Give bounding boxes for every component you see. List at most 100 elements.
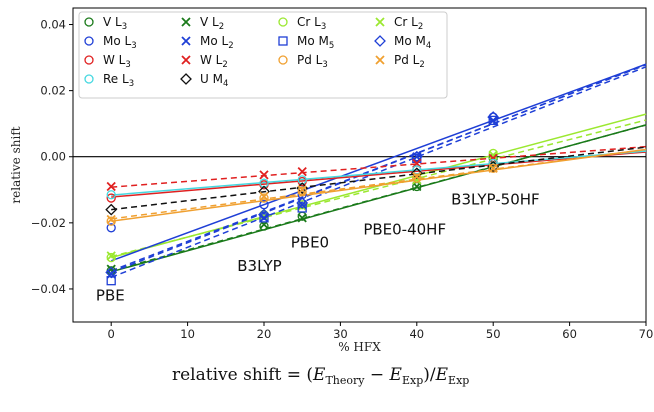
data-point-mo-m4 — [487, 111, 500, 123]
legend-box — [78, 11, 448, 99]
legend: V L3 Mo L3 W L3 Re L3 V L2 Mo L2 W L2 U M4 Cr L3… — [78, 11, 448, 99]
data-point-mo-m4 — [410, 150, 423, 163]
data-point-w-l2 — [297, 166, 307, 177]
legend-label-mo-m4: Mo M4 — [394, 34, 431, 51]
legend-marker-mo-l3 — [84, 36, 94, 46]
legend-label-mo-m5: Mo M5 — [297, 34, 334, 51]
data-point-pd-l2 — [488, 163, 498, 173]
data-point-cr-l3 — [106, 252, 116, 263]
legend-label-v-l3: V L3 — [103, 15, 127, 32]
data-point-mo-m4 — [258, 208, 270, 221]
legend-label-v-l2: V L2 — [200, 15, 224, 32]
fit-line-re-l3 — [111, 150, 647, 196]
method-label-b3lyp-50hf: B3LYP-50HF — [451, 191, 539, 209]
legend-label-cr-l3: Cr L3 — [297, 15, 326, 32]
fit-line-cr-l2 — [111, 119, 647, 258]
legend-label-mo-l3: Mo L3 — [103, 34, 137, 51]
data-point-mo-m5 — [259, 213, 269, 223]
data-point-pd-l3 — [488, 163, 498, 173]
y-axis-title: relative shift — [9, 126, 23, 203]
plot-area: 0 10 20 30 40 50 60 70 0.04 0.02 0.00 −0.02 −0.04 % H… — [9, 7, 654, 354]
fit-line-mo-l3 — [110, 63, 647, 262]
legend-label-pd-l2: Pd L2 — [394, 53, 425, 70]
data-point-mo-m5 — [488, 115, 498, 126]
data-point-pd-l2 — [297, 185, 307, 195]
legend-marker-u-m4 — [180, 73, 192, 85]
y-tick-label: 0.04 — [40, 18, 66, 32]
legend-marker-mo-m5 — [278, 36, 288, 46]
fit-line-mo-m4 — [110, 64, 647, 272]
data-point-mo-l3 — [106, 223, 116, 233]
data-point-pd-l3 — [106, 216, 116, 226]
legend-marker-cr-l3 — [278, 17, 288, 27]
x-tick-label: 60 — [562, 327, 577, 341]
y-tick-label: −0.04 — [31, 282, 66, 296]
legend-label-pd-l3: Pd L3 — [297, 53, 328, 70]
legend-label-mo-l2: Mo L2 — [200, 34, 234, 51]
legend-label-u-m4: U M4 — [200, 72, 228, 89]
legend-marker-cr-l2 — [375, 17, 385, 27]
method-label-pbe0: PBE0 — [291, 234, 329, 252]
formula: relative shift = (ETheory − EExp)/EExp — [172, 365, 469, 387]
fit-line-w-l3 — [111, 151, 647, 198]
method-label-b3lyp: B3LYP — [237, 257, 281, 275]
legend-marker-v-l3 — [84, 17, 94, 27]
legend-marker-mo-m4 — [374, 35, 386, 47]
x-tick-label: 10 — [180, 327, 195, 341]
data-point-v-l2 — [297, 213, 307, 223]
data-point-mo-l2 — [259, 213, 269, 223]
legend-marker-v-l2 — [181, 17, 191, 27]
data-point-re-l3 — [106, 190, 116, 200]
data-point-u-m4 — [105, 203, 118, 216]
data-point-pd-l3 — [412, 173, 422, 183]
x-tick-label: 70 — [639, 327, 654, 341]
data-point-w-l2 — [106, 181, 116, 192]
data-point-w-l2 — [412, 158, 422, 168]
data-point-mo-m4 — [296, 197, 309, 209]
data-point-cr-l2 — [412, 175, 422, 185]
x-tick-label: 50 — [486, 327, 501, 341]
plot-frame — [72, 7, 647, 323]
formula-text: relative shift = (ETheory − EExp)/EExp — [172, 365, 469, 387]
data-point-mo-m5 — [297, 203, 307, 213]
method-label-pbe0-40hf: PBE0-40HF — [363, 220, 446, 238]
data-point-v-l2 — [412, 181, 422, 192]
legend-marker-w-l3 — [84, 55, 94, 65]
data-point-pd-l2 — [106, 214, 116, 225]
x-axis-title: % HFX — [338, 340, 381, 354]
data-point-cr-l2 — [106, 251, 116, 261]
data-point-mo-l2 — [488, 115, 498, 126]
fit-line-mo-l2 — [110, 63, 647, 274]
fit-line-mo-m5 — [110, 66, 647, 279]
method-label-pbe: PBE — [96, 287, 125, 305]
fit-line-pd-l3 — [111, 148, 647, 222]
x-tick-label: 20 — [257, 327, 272, 341]
x-tick-label: 0 — [108, 327, 115, 341]
y-tick-label: −0.02 — [31, 216, 66, 230]
data-point-pd-l3 — [297, 186, 307, 197]
legend-marker-mo-l2 — [181, 36, 191, 46]
data-point-pd-l2 — [259, 191, 269, 202]
data-point-w-l2 — [259, 170, 269, 180]
data-point-mo-m4 — [105, 266, 118, 279]
legend-label-cr-l2: Cr L2 — [394, 15, 423, 32]
legend-marker-pd-l2 — [375, 55, 385, 65]
legend-label-w-l2: W L2 — [200, 53, 228, 70]
fit-line-v-l2 — [111, 124, 647, 272]
data-point-pd-l2 — [412, 171, 422, 182]
data-point-pd-l3 — [259, 193, 269, 203]
data-point-w-l2 — [488, 153, 498, 164]
x-tick-label: 40 — [409, 327, 424, 341]
legend-marker-w-l2 — [181, 55, 191, 65]
data-point-cr-l2 — [488, 150, 498, 160]
legend-marker-pd-l3 — [278, 55, 288, 65]
data-point-mo-l2 — [297, 200, 307, 210]
legend-label-re-l3: Re L3 — [103, 72, 134, 89]
data-point-w-l3 — [106, 193, 116, 203]
y-tick-label: 0.02 — [40, 84, 66, 98]
data-point-u-m4 — [410, 167, 423, 180]
legend-marker-re-l3 — [84, 74, 94, 84]
y-tick-label: 0.00 — [40, 150, 66, 164]
fit-line-w-l2 — [111, 145, 647, 188]
